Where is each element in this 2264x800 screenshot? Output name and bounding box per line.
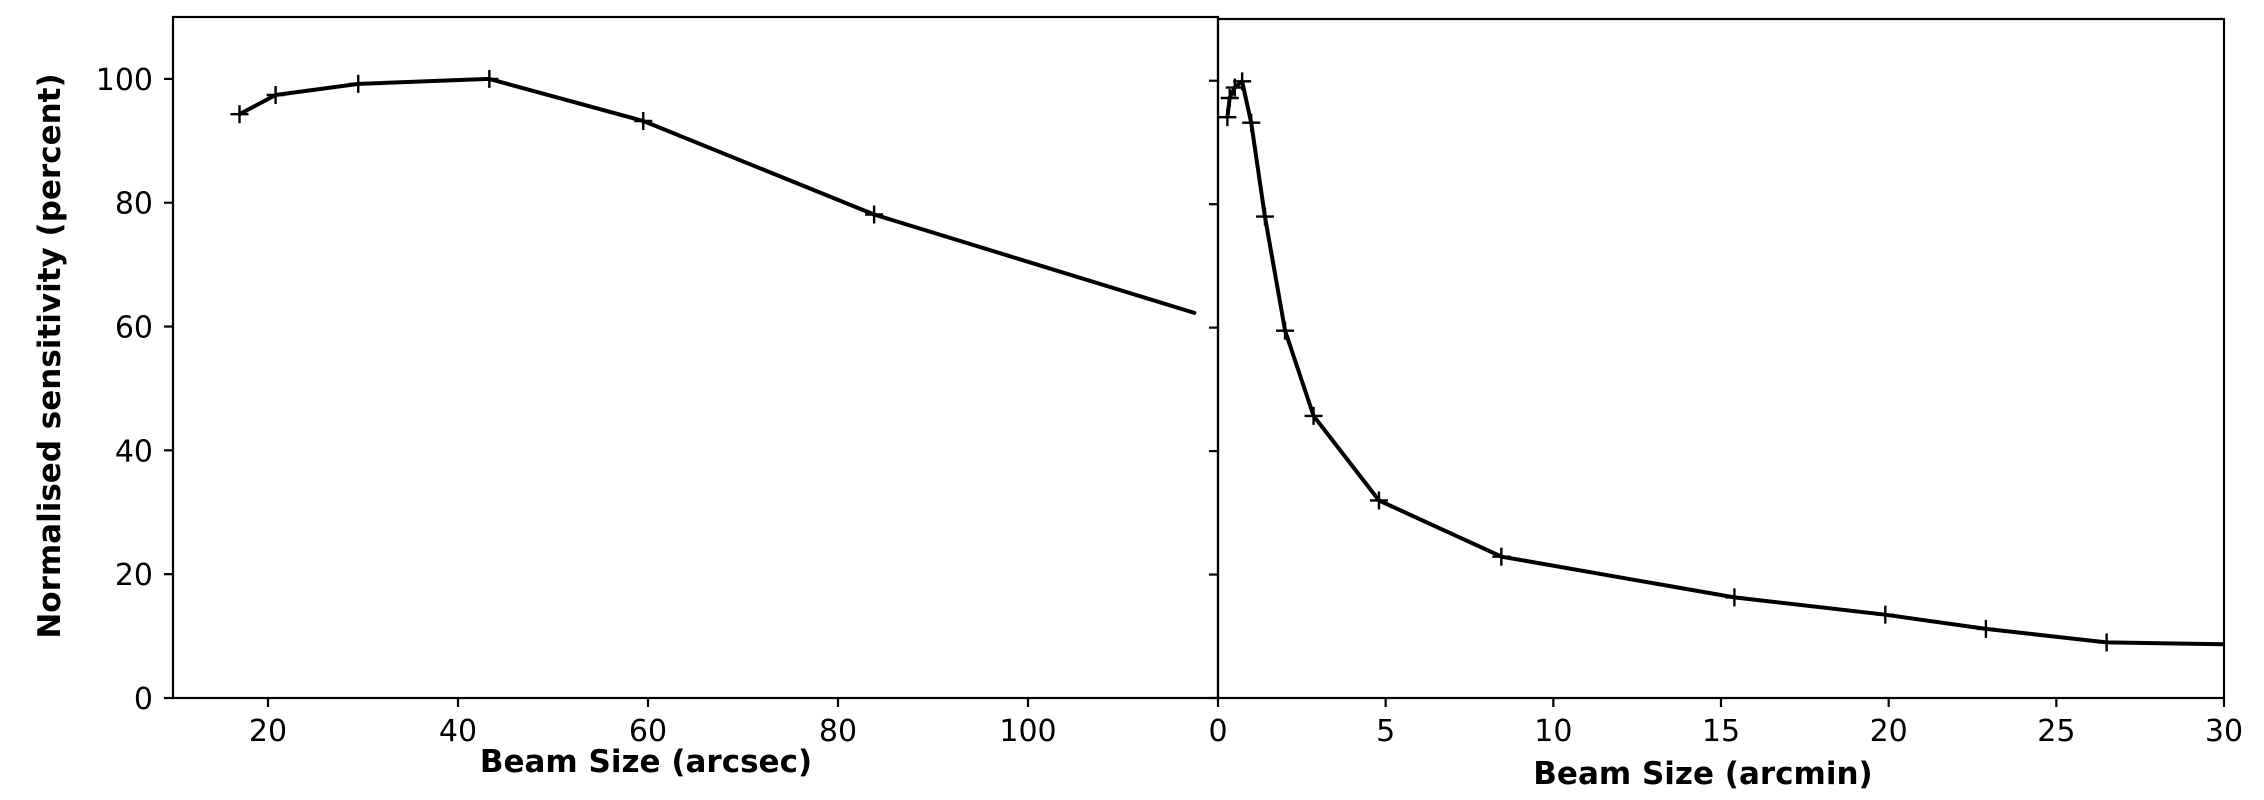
- data-point-arcmin: [1242, 113, 1261, 132]
- y-tick-label: 60: [115, 311, 153, 346]
- y-tick-label: 100: [96, 63, 153, 98]
- plot-frame-arcsec: [171, 15, 1220, 700]
- x-tick-label-arcsec: 20: [249, 714, 287, 749]
- data-point-arcsec: [634, 112, 653, 131]
- x-tick-label-arcmin: 30: [2205, 714, 2243, 749]
- x-tick-label-arcmin: 15: [1702, 714, 1740, 749]
- data-point-arcmin: [1276, 321, 1295, 340]
- x-tick-label-arcmin: 5: [1376, 714, 1395, 749]
- x-tick-label-arcsec: 100: [999, 714, 1056, 749]
- left-panel-arcsec: 20 40 60 80 100 0 20 40 60 80 100: [96, 15, 1220, 749]
- x-tick-label-arcsec: 80: [819, 714, 857, 749]
- right-panel-arcmin: 0 5 10 15 20 25 30: [1208, 17, 2243, 749]
- x-tick-label-arcsec: 40: [439, 714, 477, 749]
- x-tick-label-arcmin: 0: [1208, 714, 1227, 749]
- data-point-arcmin: [1725, 588, 1744, 607]
- x-tick-label-arcmin: 10: [1534, 714, 1572, 749]
- data-point-arcsec: [349, 74, 368, 93]
- y-axis-label: Normalised sensitivity (percent): [32, 73, 68, 638]
- data-point-arcmin: [1255, 207, 1274, 226]
- x-axis-label-arcmin: Beam Size (arcmin): [1533, 756, 1872, 792]
- data-point-arcmin: [1876, 605, 1895, 624]
- x-axis-label-arcsec: Beam Size (arcsec): [480, 744, 812, 780]
- data-point-arcmin: [1976, 619, 1995, 638]
- data-point-arcmin: [1220, 89, 1239, 108]
- y-tick-label: 20: [115, 558, 153, 593]
- y-tick-label: 80: [115, 187, 153, 222]
- data-point-arcsec: [480, 69, 499, 88]
- x-tick-label-arcsec: 60: [629, 714, 667, 749]
- data-point-arcsec: [230, 105, 249, 124]
- x-tick-label-arcmin: 20: [1870, 714, 1908, 749]
- data-point-arcmin: [1233, 72, 1252, 91]
- data-point-arcsec: [266, 86, 285, 105]
- data-point-arcmin: [1304, 406, 1323, 425]
- data-point-arcmin: [1369, 491, 1388, 510]
- data-point-arcmin: [2097, 633, 2116, 652]
- data-point-arcsec: [865, 205, 884, 224]
- data-point-arcmin: [1492, 547, 1511, 566]
- y-tick-label: 40: [115, 434, 153, 469]
- series-line-arcmin: [1225, 79, 2224, 647]
- y-tick-label: 0: [134, 682, 153, 717]
- x-tick-label-arcmin: 25: [2037, 714, 2075, 749]
- series-line-arcsec: [237, 76, 1197, 315]
- data-point-arcmin: [1218, 108, 1237, 127]
